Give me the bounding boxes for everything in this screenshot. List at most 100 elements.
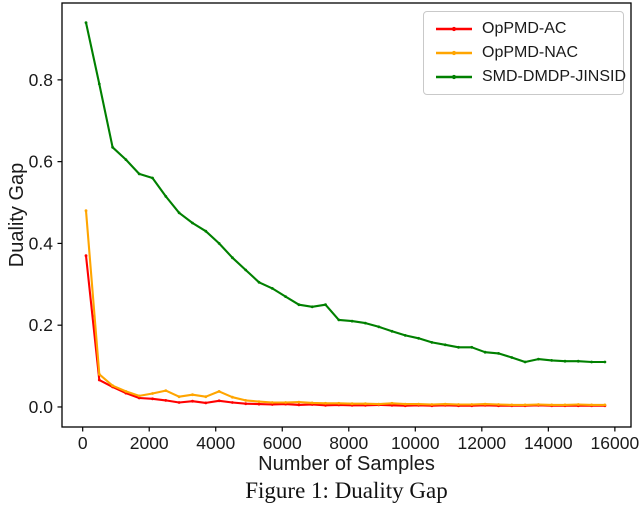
- series-marker-smd-dmdp-jinsid: [350, 319, 354, 323]
- series-marker-smd-dmdp-jinsid: [377, 325, 381, 329]
- series-marker-smd-dmdp-jinsid: [284, 295, 287, 298]
- series-marker-smd-dmdp-jinsid: [497, 352, 500, 355]
- series-marker-oppmd-nac: [337, 401, 341, 405]
- series-marker-oppmd-nac: [550, 403, 554, 407]
- series-marker-oppmd-ac: [270, 403, 274, 406]
- series-marker-oppmd-nac: [84, 209, 88, 213]
- series-marker-oppmd-nac: [231, 395, 234, 399]
- series-marker-oppmd-nac: [430, 403, 434, 406]
- series-marker-oppmd-nac: [270, 401, 274, 404]
- series-marker-smd-dmdp-jinsid: [324, 303, 327, 307]
- series-marker-oppmd-nac: [177, 395, 181, 399]
- x-tick-label: 10000: [391, 433, 440, 453]
- series-marker-oppmd-ac: [244, 402, 248, 406]
- x-tick-label: 16000: [591, 433, 640, 453]
- x-tick-label: 12000: [457, 433, 506, 453]
- series-marker-oppmd-nac: [403, 402, 407, 406]
- series-marker-oppmd-nac: [324, 401, 327, 405]
- x-tick-label: 8000: [329, 433, 368, 453]
- series-marker-oppmd-nac: [137, 394, 141, 398]
- series-marker-smd-dmdp-jinsid: [257, 280, 261, 284]
- series-marker-smd-dmdp-jinsid: [231, 256, 234, 260]
- series-marker-oppmd-ac: [204, 401, 208, 405]
- series-marker-smd-dmdp-jinsid: [124, 158, 128, 162]
- series-marker-oppmd-nac: [603, 403, 607, 407]
- series-marker-smd-dmdp-jinsid: [137, 172, 141, 176]
- y-tick-label: 0.4: [29, 233, 54, 253]
- x-tick-label: 0: [78, 433, 88, 453]
- series-marker-oppmd-ac: [217, 399, 221, 403]
- series-marker-oppmd-nac: [563, 403, 567, 407]
- series-marker-smd-dmdp-jinsid: [483, 350, 487, 354]
- series-marker-smd-dmdp-jinsid: [537, 357, 540, 361]
- series-marker-smd-dmdp-jinsid: [270, 287, 274, 290]
- series-marker-oppmd-nac: [457, 403, 460, 406]
- series-marker-smd-dmdp-jinsid: [470, 345, 474, 349]
- series-marker-smd-dmdp-jinsid: [576, 359, 580, 363]
- series-marker-oppmd-nac: [297, 400, 301, 404]
- series-marker-smd-dmdp-jinsid: [151, 176, 154, 180]
- series-marker-oppmd-nac: [377, 402, 381, 406]
- series-marker-oppmd-nac: [284, 401, 287, 404]
- y-tick-label: 0.8: [29, 70, 53, 90]
- legend-label: OpPMD-AC: [482, 20, 567, 37]
- series-marker-oppmd-nac: [204, 395, 208, 399]
- series-marker-oppmd-nac: [390, 401, 394, 405]
- series-marker-oppmd-ac: [137, 396, 141, 400]
- series-marker-oppmd-nac: [350, 402, 354, 406]
- x-tick-label: 2000: [130, 433, 169, 453]
- series-marker-smd-dmdp-jinsid: [191, 221, 194, 225]
- series-marker-smd-dmdp-jinsid: [204, 229, 208, 233]
- series-marker-oppmd-nac: [151, 392, 154, 395]
- y-tick-label: 0.2: [29, 315, 53, 335]
- series-line-smd-dmdp-jinsid: [84, 22, 605, 364]
- legend-label: OpPMD-NAC: [482, 44, 579, 61]
- series-line-oppmd-nac: [84, 210, 605, 406]
- series-marker-smd-dmdp-jinsid: [84, 21, 88, 24]
- series-marker-smd-dmdp-jinsid: [337, 318, 341, 322]
- series-marker-oppmd-ac: [151, 397, 154, 401]
- series-marker-oppmd-nac: [576, 403, 580, 406]
- series-marker-smd-dmdp-jinsid: [164, 195, 168, 198]
- y-axis-label: Duality Gap: [6, 162, 28, 268]
- series-marker-oppmd-ac: [297, 403, 301, 407]
- series-marker-smd-dmdp-jinsid: [244, 268, 248, 272]
- y-tick-label: 0.6: [29, 152, 53, 172]
- series-marker-oppmd-ac: [257, 402, 261, 406]
- legend-line-icon: [436, 26, 472, 32]
- legend-item-smd-dmdp-jinsid: SMD-DMDP-JINSID: [434, 65, 626, 89]
- x-axis-label: Number of Samples: [258, 453, 435, 475]
- series-marker-smd-dmdp-jinsid: [457, 345, 460, 349]
- series-marker-smd-dmdp-jinsid: [310, 305, 314, 309]
- series-marker-oppmd-nac: [590, 403, 593, 407]
- legend-item-oppmd-ac: OpPMD-AC: [434, 17, 615, 41]
- series-marker-smd-dmdp-jinsid: [364, 321, 367, 325]
- series-marker-oppmd-nac: [470, 403, 474, 406]
- series-marker-oppmd-nac: [124, 390, 128, 393]
- series-marker-oppmd-ac: [324, 403, 327, 407]
- legend-line-icon: [436, 74, 472, 80]
- series-marker-smd-dmdp-jinsid: [403, 334, 407, 337]
- series-marker-oppmd-nac: [244, 399, 248, 402]
- series-marker-smd-dmdp-jinsid: [111, 145, 114, 149]
- series-marker-oppmd-nac: [417, 402, 420, 406]
- series-marker-oppmd-nac: [483, 402, 487, 406]
- series-marker-oppmd-nac: [537, 403, 540, 406]
- series-marker-smd-dmdp-jinsid: [563, 359, 567, 363]
- legend: OpPMD-AC OpPMD-NAC SMD-DMDP-JINSID: [423, 11, 626, 95]
- series-marker-oppmd-ac: [177, 401, 181, 404]
- series-marker-oppmd-ac: [231, 401, 234, 404]
- series-marker-oppmd-ac: [97, 378, 101, 382]
- series-marker-oppmd-nac: [523, 403, 527, 407]
- x-tick-label: 4000: [196, 433, 235, 453]
- series-marker-smd-dmdp-jinsid: [430, 341, 434, 344]
- series-marker-smd-dmdp-jinsid: [297, 303, 301, 307]
- series-marker-oppmd-ac: [191, 399, 194, 403]
- series-marker-oppmd-nac: [310, 401, 314, 405]
- series-marker-oppmd-nac: [364, 402, 367, 406]
- x-tick-label: 6000: [263, 433, 302, 453]
- series-marker-oppmd-nac: [257, 400, 261, 403]
- series-marker-oppmd-nac: [510, 403, 514, 407]
- series-marker-oppmd-ac: [164, 399, 168, 402]
